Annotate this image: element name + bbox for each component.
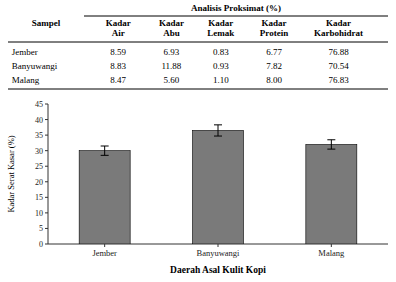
y-tick-label: 35 [35,131,43,140]
column-header: KadarAir [106,18,131,38]
error-bar [101,146,109,155]
x-axis-label: Daerah Asal Kulit Kopi [170,265,266,275]
bar [306,144,357,244]
table-cell: 7.82 [266,61,282,71]
y-tick [45,119,48,120]
y-axis [48,104,49,244]
error-bar [214,125,222,136]
x-tick [331,244,332,247]
table: Analisis Proksimat (%) Sampel KadarAir Kada… [8,3,388,89]
y-tick-label: 5 [39,224,43,233]
y-tick-label: 20 [35,178,43,187]
x-tick [104,244,105,247]
table-cell: 70.54 [328,61,349,71]
table-cell: 8.00 [266,75,282,85]
table-cell: 5.60 [164,75,180,85]
y-tick [45,166,48,167]
row-label: Banyuwangi [12,61,58,71]
table-cell: 0.93 [213,61,229,71]
bar [79,151,130,244]
y-tick [45,181,48,182]
table-rule [84,16,388,17]
table-cell: 8.83 [110,61,126,71]
table-cell: 8.47 [110,75,126,85]
table-cell: 6.77 [266,47,282,57]
table-cell: 8.59 [110,47,126,57]
y-tick-label: 0 [39,240,43,249]
column-header: KadarKarbohidrat [314,18,363,38]
x-tick-label: Banyuwangi [197,248,241,258]
table-cell: 1.10 [213,75,229,85]
table-rule [8,89,388,90]
x-tick-label: Malang [318,248,345,258]
y-tick [45,104,48,105]
table-cell: 0.83 [213,47,229,57]
y-tick [45,197,48,198]
y-tick-label: 30 [35,147,43,156]
y-tick-label: 25 [35,162,43,171]
row-label: Jember [12,47,38,57]
y-tick [45,135,48,136]
bars [79,125,357,244]
column-header: KadarLemak [207,18,234,38]
figure: Analisis Proksimat (%) Sampel KadarAir Kada… [0,0,396,282]
table-rule [8,42,388,43]
table-cell: 11.88 [161,61,181,71]
row-label: Malang [12,75,40,85]
y-tick-label: 15 [35,193,43,202]
table-cell: 76.83 [328,75,349,85]
column-header: KadarProtein [260,18,288,38]
y-tick [45,244,48,245]
bar-chart: 0 5 10 15 20 25 30 35 40 45 Jember Banyuwangi Malang… [6,100,388,275]
y-axis-label: Kadar Serat Kasar (%) [6,135,16,212]
x-tick [218,244,219,247]
y-tick [45,150,48,151]
column-header: KadarAbu [159,18,184,38]
y-tick-label: 10 [35,209,43,218]
y-tick [45,212,48,213]
error-bar [327,140,335,149]
table-cell: 6.93 [164,47,180,57]
bar [193,130,244,244]
table-cell: 76.88 [328,47,349,57]
y-tick-label: 45 [35,100,43,109]
x-tick-label: Jember [92,248,117,258]
y-tick-label: 40 [35,116,43,125]
table-title: Analisis Proksimat (%) [191,3,281,13]
column-header: Sampel [32,18,61,28]
y-tick [45,228,48,229]
